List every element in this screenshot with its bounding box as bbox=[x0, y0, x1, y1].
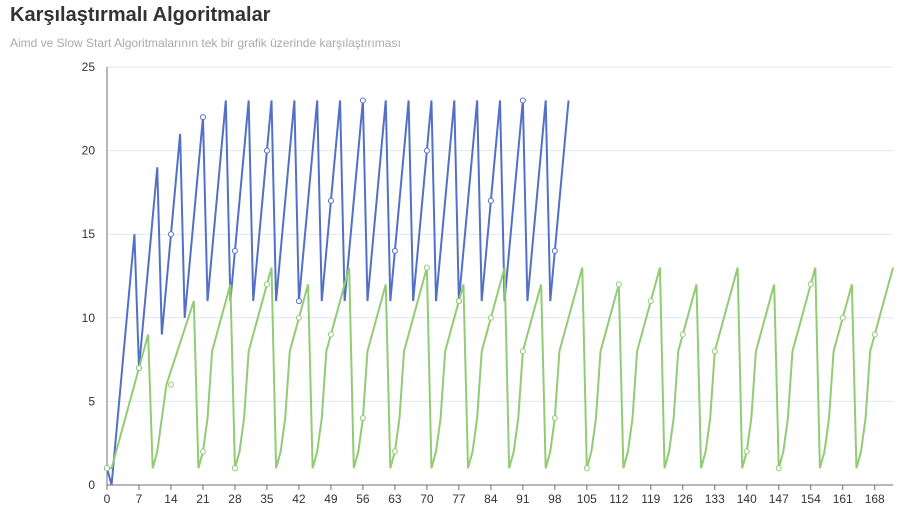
data-point-slow_start[interactable] bbox=[775, 465, 782, 472]
data-point-slow_start[interactable] bbox=[263, 281, 270, 288]
data-point-aimd[interactable] bbox=[487, 197, 494, 204]
series-line-aimd bbox=[106, 100, 570, 486]
x-tick-label: 14 bbox=[164, 492, 178, 506]
data-point-slow_start[interactable] bbox=[807, 281, 814, 288]
data-point-slow_start[interactable] bbox=[231, 465, 238, 472]
series-lines bbox=[106, 100, 894, 486]
x-tick-label: 161 bbox=[833, 492, 853, 506]
x-tick-label: 56 bbox=[356, 492, 370, 506]
x-tick-label: 63 bbox=[388, 492, 402, 506]
data-point-aimd[interactable] bbox=[199, 114, 206, 121]
y-tick-label: 5 bbox=[88, 394, 95, 408]
x-tick-label: 49 bbox=[324, 492, 338, 506]
x-tick-label: 91 bbox=[516, 492, 530, 506]
chart-subtitle: Aimd ve Slow Start Algoritmalarının tek … bbox=[10, 36, 401, 50]
data-point-aimd[interactable] bbox=[263, 147, 270, 154]
data-point-slow_start[interactable] bbox=[647, 298, 654, 305]
x-tick-label: 42 bbox=[292, 492, 306, 506]
x-tick-label: 7 bbox=[136, 492, 143, 506]
x-tick-label: 98 bbox=[548, 492, 562, 506]
series-markers bbox=[104, 97, 878, 472]
y-tick-label: 25 bbox=[82, 60, 96, 74]
grid-lines bbox=[107, 66, 893, 402]
x-tick-label: 105 bbox=[577, 492, 597, 506]
data-point-slow_start[interactable] bbox=[199, 448, 206, 455]
data-point-aimd[interactable] bbox=[551, 247, 558, 254]
x-tick-label: 35 bbox=[260, 492, 274, 506]
data-point-slow_start[interactable] bbox=[615, 281, 622, 288]
data-point-slow_start[interactable] bbox=[455, 298, 462, 305]
data-point-slow_start[interactable] bbox=[519, 348, 526, 355]
data-point-slow_start[interactable] bbox=[359, 415, 366, 422]
chart-title: Karşılaştırmalı Algoritmalar bbox=[10, 4, 271, 26]
data-point-slow_start[interactable] bbox=[135, 364, 142, 371]
data-point-slow_start[interactable] bbox=[711, 348, 718, 355]
y-tick-label: 15 bbox=[82, 227, 96, 241]
data-point-slow_start[interactable] bbox=[104, 465, 110, 472]
data-point-slow_start[interactable] bbox=[391, 448, 398, 455]
data-point-slow_start[interactable] bbox=[167, 381, 174, 388]
data-point-slow_start[interactable] bbox=[423, 264, 430, 271]
data-point-aimd[interactable] bbox=[167, 231, 174, 238]
data-point-slow_start[interactable] bbox=[327, 331, 334, 338]
x-tick-label: 119 bbox=[641, 492, 660, 506]
data-point-slow_start[interactable] bbox=[743, 448, 750, 455]
y-tick-label: 10 bbox=[82, 311, 96, 325]
x-tick-label: 140 bbox=[737, 492, 757, 506]
data-point-aimd[interactable] bbox=[519, 97, 526, 104]
x-tick-label: 154 bbox=[801, 492, 821, 506]
x-tick-label: 0 bbox=[104, 492, 111, 506]
x-tick-label: 133 bbox=[705, 492, 725, 506]
x-tick-label: 126 bbox=[673, 492, 693, 506]
x-tick-label: 21 bbox=[196, 492, 210, 506]
x-tick-label: 28 bbox=[228, 492, 242, 506]
data-point-slow_start[interactable] bbox=[679, 331, 686, 338]
y-tick-label: 20 bbox=[82, 144, 96, 158]
data-point-aimd[interactable] bbox=[295, 298, 302, 305]
data-point-slow_start[interactable] bbox=[551, 415, 558, 422]
x-tick-label: 168 bbox=[865, 492, 885, 506]
x-tick-label: 147 bbox=[769, 492, 789, 506]
data-point-aimd[interactable] bbox=[423, 147, 430, 154]
data-point-aimd[interactable] bbox=[231, 247, 238, 254]
y-tick-label: 0 bbox=[88, 478, 95, 492]
x-tick-label: 70 bbox=[420, 492, 434, 506]
data-point-aimd[interactable] bbox=[327, 197, 334, 204]
x-tick-label: 77 bbox=[452, 492, 466, 506]
data-point-slow_start[interactable] bbox=[295, 314, 302, 321]
data-point-aimd[interactable] bbox=[359, 97, 366, 104]
data-point-aimd[interactable] bbox=[391, 247, 398, 254]
data-point-slow_start[interactable] bbox=[583, 465, 590, 472]
data-point-slow_start[interactable] bbox=[871, 331, 878, 338]
series-line-slow_start bbox=[107, 267, 894, 470]
axes: 0 5 10 15 20 25 0 7 14 21 28 35 42 49 56 63 70 77 84 91 98 10… bbox=[82, 60, 893, 506]
data-point-slow_start[interactable] bbox=[839, 314, 846, 321]
data-point-slow_start[interactable] bbox=[487, 314, 494, 321]
x-tick-label: 112 bbox=[609, 492, 628, 506]
x-tick-label: 84 bbox=[484, 492, 498, 506]
